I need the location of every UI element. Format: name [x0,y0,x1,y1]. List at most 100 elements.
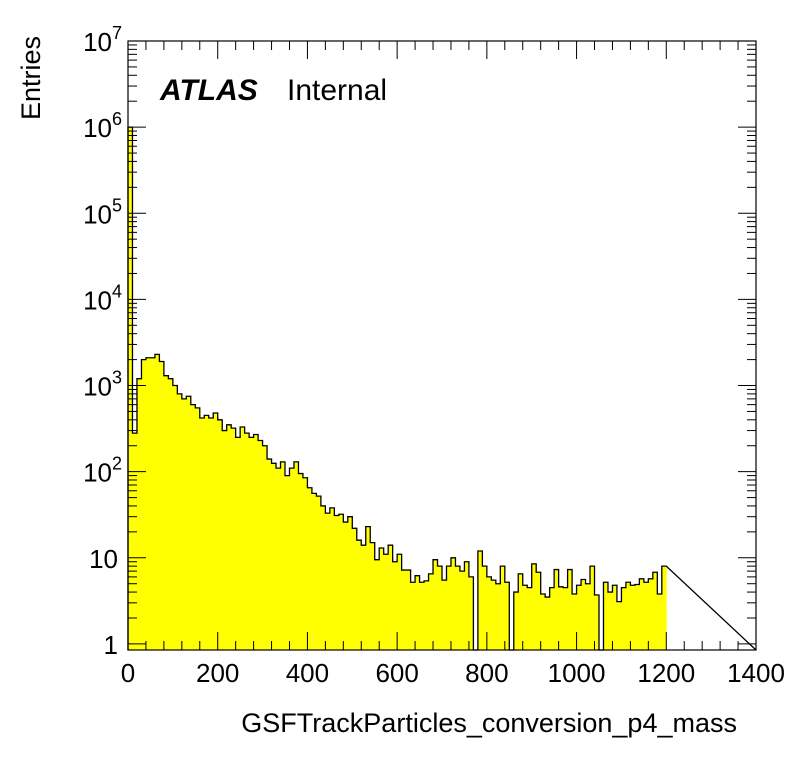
x-axis-ticks: 0 200 400 600 800 1000 1200 1400 [121,41,785,688]
x-tick-label: 0 [121,658,135,688]
histogram-bin [150,357,156,650]
histogram-bin [276,468,281,650]
histogram-bin [639,578,645,650]
histogram-bin [186,396,192,650]
histogram-bin [630,585,636,650]
histogram-bin [410,582,416,650]
plot-border [127,40,757,651]
histogram-bin [648,578,654,650]
histogram-bin [558,586,564,650]
histogram-bin [258,440,263,650]
histogram-bin [374,559,380,650]
histogram-bin [643,582,649,650]
histogram-bin [576,585,582,650]
histogram-bin [603,582,609,650]
y-tick-label: 107 [83,23,122,57]
x-tick-label: 400 [286,658,329,688]
histogram-bin [172,385,178,650]
histogram-bin [424,580,429,650]
x-axis-label: GSFTrackParticles_conversion_p4_mass [241,708,737,738]
histogram-bin [563,587,568,650]
histogram-bin [213,412,219,650]
x-tick-label: 1000 [548,658,606,688]
histogram-bin [365,526,371,650]
histogram-bin [468,576,474,650]
y-axis-label: Entries [16,36,46,120]
histogram-bin [585,583,591,650]
histogram-bin [302,477,308,650]
histogram-bin [145,357,151,650]
histogram-bin [298,473,304,650]
histogram-bin [356,540,362,650]
histogram-bin [572,593,577,650]
histogram-bin [513,592,519,650]
x-tick-label: 600 [375,658,418,688]
histogram-bin [338,514,344,650]
histogram-bin [433,559,438,650]
histogram-bin [249,437,254,650]
histogram-bin [504,582,510,650]
histogram-bin [455,566,461,650]
y-tick-label: 105 [83,195,122,229]
histogram-bin [446,566,452,650]
histogram-bin [132,433,138,650]
y-tick-label: 102 [83,454,122,488]
histogram-bin [527,587,533,650]
histogram-bin [652,572,658,650]
y-axis-ticks: 1 10 102 103 104 105 106 107 [83,23,756,660]
histogram-bin [419,582,425,650]
histogram-bin [320,505,326,650]
histogram-bin [450,557,456,650]
y-tick-label: 1 [104,630,118,660]
histogram-bin [491,580,497,650]
histogram-bin [625,582,631,650]
histogram-bin [428,573,434,650]
histogram-bin [307,487,313,650]
histogram-bin [240,426,246,650]
histogram-bin [195,407,201,650]
histogram-bin [459,571,465,650]
histogram-bin [280,461,286,650]
histogram-bin [316,496,322,650]
histogram-bin [383,554,389,650]
histogram-bin [293,461,299,650]
histogram-bin [159,361,165,650]
histogram-bin [536,572,542,650]
histogram-bin [235,437,241,650]
histogram-bin [545,597,551,650]
histogram-bin [477,550,483,650]
histogram-bin [567,569,573,650]
histogram-bin [271,463,277,650]
histogram-bin [199,417,205,650]
histogram-bin [231,428,237,650]
histogram-bin [437,566,443,650]
histogram-bin [522,585,528,650]
histogram-bin [181,398,187,650]
histogram-bin [285,475,290,650]
x-tick-label: 800 [465,658,508,688]
histogram-bin [397,554,403,650]
histogram-bin [226,424,232,650]
histogram-bin [352,528,358,650]
x-tick-label: 200 [196,658,239,688]
y-tick-label: 103 [83,368,122,402]
histogram-bin [361,545,367,650]
histogram-bin [347,516,353,650]
histogram-bin [554,569,560,650]
histogram-bin [612,585,618,650]
histogram-bin [464,561,470,650]
histogram-bin [208,417,214,650]
histogram-bin [311,493,317,650]
histogram-bin [343,522,349,650]
histogram-bin [325,513,331,650]
histogram-bin [267,459,272,650]
histogram-bin [621,587,627,650]
histogram-bin [388,545,394,650]
histogram-bin [495,583,501,650]
histogram-bin [370,542,376,650]
histogram-bin [163,375,169,650]
histogram-bin [616,601,622,650]
histogram-bin [244,433,250,650]
histogram-bin [500,566,506,650]
